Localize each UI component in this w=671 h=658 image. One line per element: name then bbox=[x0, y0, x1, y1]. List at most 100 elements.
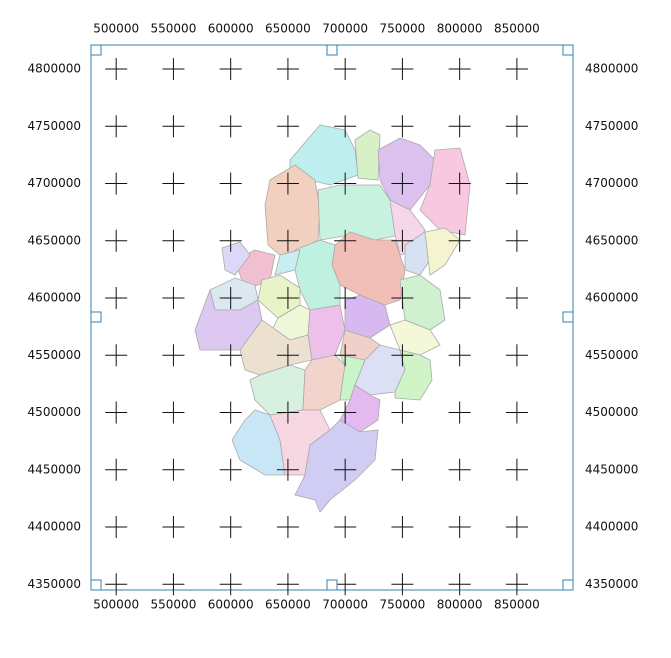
grid-cross bbox=[162, 58, 185, 81]
grid-cross bbox=[162, 287, 185, 310]
x-tick-label-bottom: 500000 bbox=[93, 598, 139, 612]
grid-cross bbox=[391, 287, 414, 310]
grid-cross bbox=[448, 58, 471, 81]
grid-cross bbox=[219, 229, 242, 252]
grid-cross bbox=[276, 287, 299, 310]
grid-cross bbox=[448, 516, 471, 539]
grid-cross bbox=[505, 458, 528, 481]
grid-cross bbox=[219, 516, 242, 539]
grid-cross bbox=[276, 344, 299, 367]
grid-cross bbox=[276, 115, 299, 138]
grid-cross bbox=[105, 229, 128, 252]
x-tick-label-top: 550000 bbox=[151, 22, 197, 36]
grid-cross bbox=[162, 401, 185, 424]
grid-cross bbox=[219, 172, 242, 195]
grid-cross bbox=[162, 172, 185, 195]
grid-cross bbox=[219, 287, 242, 310]
y-tick-label-left: 4450000 bbox=[28, 462, 81, 476]
y-tick-label-left: 4350000 bbox=[28, 577, 81, 591]
y-tick-label-right: 4350000 bbox=[585, 577, 638, 591]
grid-cross bbox=[448, 401, 471, 424]
x-tick-label-bottom: 800000 bbox=[437, 598, 483, 612]
y-tick-label-right: 4800000 bbox=[585, 62, 638, 76]
frame-handles bbox=[90, 44, 574, 591]
grid-cross bbox=[162, 344, 185, 367]
grid-cross bbox=[105, 287, 128, 310]
x-tick-label-bottom: 750000 bbox=[380, 598, 426, 612]
grid-cross bbox=[334, 344, 357, 367]
grid-cross bbox=[334, 172, 357, 195]
grid-cross bbox=[505, 115, 528, 138]
grid-cross bbox=[219, 573, 242, 596]
grid-cross bbox=[162, 573, 185, 596]
grid-cross bbox=[219, 115, 242, 138]
grid-cross bbox=[505, 172, 528, 195]
grid-cross bbox=[391, 573, 414, 596]
grid-cross bbox=[219, 401, 242, 424]
grid-cross bbox=[448, 458, 471, 481]
regions bbox=[194, 124, 471, 513]
grid-cross bbox=[505, 58, 528, 81]
grid-cross bbox=[105, 573, 128, 596]
y-tick-label-left: 4750000 bbox=[28, 119, 81, 133]
grid-cross bbox=[219, 458, 242, 481]
grid-cross bbox=[391, 172, 414, 195]
grid-cross bbox=[448, 344, 471, 367]
x-tick-label-top: 650000 bbox=[265, 22, 311, 36]
grid-cross bbox=[276, 458, 299, 481]
y-tick-label-left: 4550000 bbox=[28, 348, 81, 362]
grid-cross bbox=[391, 516, 414, 539]
grid-cross bbox=[162, 458, 185, 481]
grid-cross bbox=[391, 401, 414, 424]
grid-cross bbox=[448, 172, 471, 195]
y-tick-label-left: 4700000 bbox=[28, 176, 81, 190]
grid-cross bbox=[505, 516, 528, 539]
grid-cross bbox=[162, 229, 185, 252]
grid-cross bbox=[334, 458, 357, 481]
grid-cross bbox=[105, 172, 128, 195]
y-tick-label-left: 4650000 bbox=[28, 233, 81, 247]
y-tick-label-left: 4800000 bbox=[28, 62, 81, 76]
grid-cross bbox=[276, 516, 299, 539]
x-tick-label-bottom: 650000 bbox=[265, 598, 311, 612]
y-tick-label-right: 4600000 bbox=[585, 291, 638, 305]
y-tick-label-right: 4700000 bbox=[585, 176, 638, 190]
grid-cross bbox=[334, 516, 357, 539]
x-tick-label-bottom: 700000 bbox=[322, 598, 368, 612]
grid-cross bbox=[219, 344, 242, 367]
grid-cross bbox=[391, 344, 414, 367]
grid-cross bbox=[448, 115, 471, 138]
x-tick-label-top: 600000 bbox=[208, 22, 254, 36]
grid-cross bbox=[448, 229, 471, 252]
x-tick-label-top: 500000 bbox=[93, 22, 139, 36]
y-tick-label-left: 4400000 bbox=[28, 520, 81, 534]
grid-cross bbox=[505, 229, 528, 252]
grid-cross bbox=[276, 58, 299, 81]
grid-cross bbox=[105, 516, 128, 539]
grid-cross bbox=[448, 573, 471, 596]
grid-crosses bbox=[105, 58, 528, 596]
grid-cross bbox=[334, 401, 357, 424]
y-tick-label-right: 4500000 bbox=[585, 405, 638, 419]
y-tick-label-right: 4650000 bbox=[585, 233, 638, 247]
grid-cross bbox=[276, 401, 299, 424]
grid-cross bbox=[162, 516, 185, 539]
grid-cross bbox=[334, 229, 357, 252]
grid-cross bbox=[391, 458, 414, 481]
grid-cross bbox=[105, 401, 128, 424]
grid-cross bbox=[391, 115, 414, 138]
grid-cross bbox=[448, 287, 471, 310]
y-tick-label-right: 4750000 bbox=[585, 119, 638, 133]
x-tick-label-top: 850000 bbox=[494, 22, 540, 36]
x-tick-label-bottom: 850000 bbox=[494, 598, 540, 612]
grid-cross bbox=[105, 458, 128, 481]
x-tick-label-top: 800000 bbox=[437, 22, 483, 36]
grid-cross bbox=[219, 58, 242, 81]
grid-cross bbox=[276, 573, 299, 596]
grid-cross bbox=[276, 229, 299, 252]
grid-cross bbox=[505, 401, 528, 424]
x-tick-label-bottom: 550000 bbox=[151, 598, 197, 612]
y-tick-label-right: 4550000 bbox=[585, 348, 638, 362]
grid-cross bbox=[391, 58, 414, 81]
grid-cross bbox=[505, 287, 528, 310]
